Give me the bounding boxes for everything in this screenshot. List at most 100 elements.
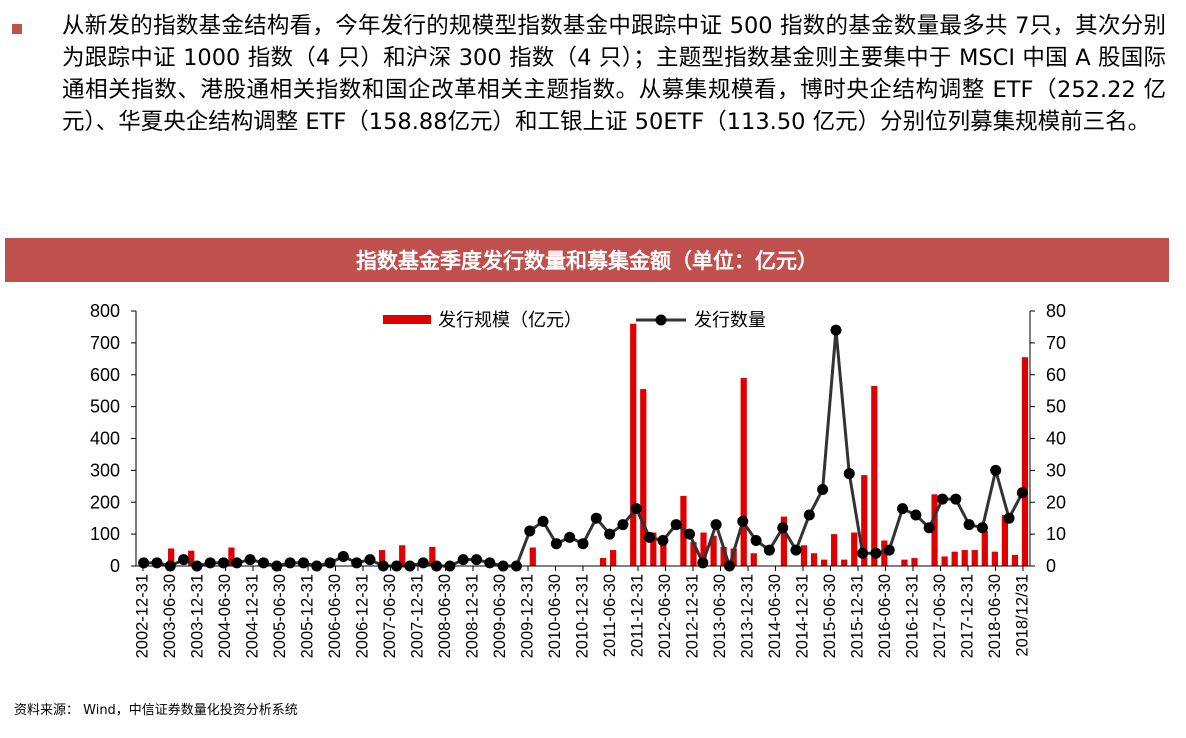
x-tick-label: 2014-12-31: [793, 574, 811, 658]
left-tick-label: 800: [90, 301, 120, 321]
bullet-marker: [12, 24, 22, 34]
bar: [871, 385, 878, 566]
x-tick-label: 2016-06-30: [876, 574, 894, 658]
x-tick-label: 2009-12-31: [518, 574, 536, 658]
x-tick-label: 2015-06-30: [821, 574, 839, 658]
x-tick-label: 2004-06-30: [216, 574, 234, 658]
line-point: [777, 522, 789, 534]
line-point: [657, 535, 669, 546]
chart-title: 指数基金季度发行数量和募集金额（单位：亿元）: [5, 238, 1169, 282]
line-point: [910, 509, 922, 521]
bar: [650, 532, 657, 566]
left-tick-label: 100: [90, 524, 120, 544]
x-tick-label: 2007-12-31: [408, 574, 426, 658]
x-tick-label: 2015-12-31: [848, 574, 866, 658]
legend-line-marker: [655, 314, 667, 326]
right-tick-label: 20: [1046, 492, 1066, 512]
line-point: [936, 493, 948, 505]
line-point: [138, 557, 150, 569]
legend-line-label: 发行数量: [694, 310, 766, 330]
line-point: [976, 522, 988, 534]
right-tick-label: 10: [1046, 524, 1066, 544]
bar: [378, 550, 386, 566]
line-point: [417, 557, 429, 569]
line-point: [630, 503, 642, 515]
line-point: [1016, 487, 1028, 499]
right-tick-label: 70: [1046, 333, 1066, 353]
bar: [228, 547, 235, 566]
line-point: [204, 557, 216, 569]
x-tick-label: 2016-12-31: [903, 574, 921, 658]
line-point: [990, 464, 1002, 476]
line-point: [897, 503, 909, 515]
bar: [800, 545, 808, 566]
bar: [911, 558, 918, 566]
x-tick-label: 2011-12-31: [628, 574, 646, 657]
line-point: [670, 519, 682, 531]
bar: [991, 551, 998, 566]
line-point: [684, 528, 696, 540]
line-point: [790, 544, 802, 556]
bar: [599, 558, 607, 566]
x-tick-label: 2011-06-30: [601, 574, 619, 657]
left-tick-label: 200: [90, 492, 120, 512]
line-point: [883, 544, 895, 556]
source-note: 资料来源： Wind，中信证券数量化投资分析系统: [14, 703, 298, 718]
bar: [810, 553, 818, 566]
bar: [931, 494, 938, 566]
left-tick-label: 400: [90, 429, 120, 449]
bar: [831, 534, 838, 566]
bar: [780, 516, 788, 566]
x-tick-label: 2007-06-30: [381, 574, 399, 658]
line-point: [763, 544, 775, 556]
x-tick-label: 2018/12/31: [1013, 574, 1031, 657]
bar: [740, 377, 747, 566]
bar: [881, 540, 888, 566]
bar: [951, 551, 958, 566]
bar: [690, 542, 697, 566]
summary-paragraph: 从新发的指数基金结构看，今年发行的规模型指数基金中跟踪中证 500 指数的基金数…: [62, 13, 1166, 135]
x-tick-label: 2018-06-30: [986, 574, 1004, 658]
x-tick-label: 2002-12-31: [133, 574, 151, 658]
bar: [730, 548, 737, 566]
line-point: [364, 554, 376, 566]
line-point: [870, 547, 882, 559]
line-point: [577, 538, 589, 550]
legend-bar-label: 发行规模（亿元）: [438, 310, 582, 330]
right-tick-label: 60: [1046, 365, 1066, 385]
x-tick-label: 2003-06-30: [161, 574, 179, 658]
x-tick-label: 2012-06-30: [656, 574, 674, 658]
bar: [750, 553, 757, 566]
x-tick-label: 2003-12-31: [188, 574, 206, 658]
line-point: [803, 509, 815, 521]
bar: [901, 559, 908, 566]
x-tick-label: 2014-06-30: [766, 574, 784, 658]
bar: [640, 389, 647, 566]
line-point: [284, 557, 296, 569]
line-point: [857, 547, 869, 559]
bar: [861, 475, 868, 566]
left-tick-label: 500: [90, 397, 120, 417]
bar: [841, 559, 848, 566]
line-point: [178, 554, 190, 566]
line-point: [231, 557, 243, 569]
bar: [961, 550, 968, 566]
bar: [529, 547, 536, 566]
line-point: [550, 538, 562, 550]
bar: [710, 535, 717, 566]
line-point: [644, 531, 656, 543]
x-tick-label: 2008-12-31: [463, 574, 481, 658]
line-point: [923, 522, 935, 534]
x-tick-label: 2006-06-30: [326, 574, 344, 658]
line-point: [950, 493, 962, 505]
line-point: [817, 484, 829, 495]
legend-bar-swatch: [383, 315, 431, 324]
x-tick-label: 2012-12-31: [683, 574, 701, 658]
series-line-count: [143, 329, 1024, 572]
x-tick-label: 2010-06-30: [546, 574, 564, 658]
line-point: [457, 554, 469, 566]
line-point: [617, 519, 629, 531]
line-point: [484, 557, 496, 569]
bar: [851, 532, 858, 566]
line-point: [257, 557, 269, 569]
